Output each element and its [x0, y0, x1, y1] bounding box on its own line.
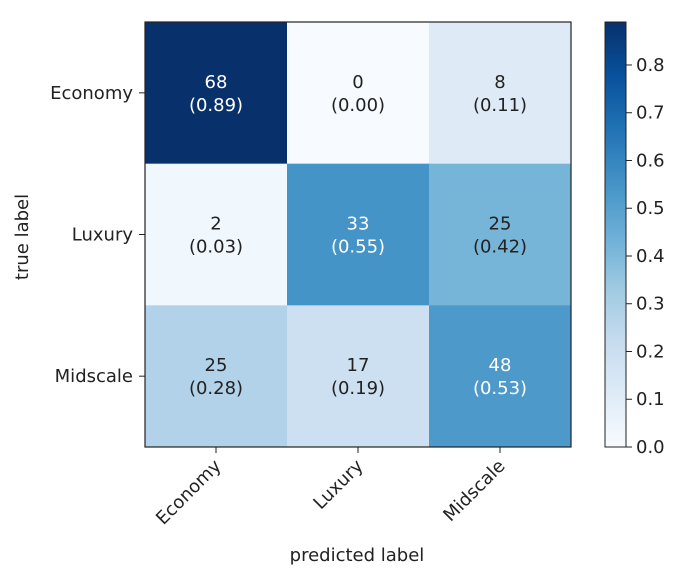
colorbar-tick-label-6: 0.6: [636, 150, 665, 171]
x-tick-label-2: Midscale: [439, 456, 509, 526]
heatmap-cell-r1-c1: [287, 163, 430, 306]
colorbar-tick-label-0: 0.0: [636, 437, 665, 458]
cell-proportion-r0-c0: (0.89): [189, 95, 243, 116]
colorbar-gradient: [604, 21, 627, 448]
heatmap-cell-r2-c2: [429, 305, 572, 448]
heatmap-cell-r2-c1: [287, 305, 430, 448]
cell-proportion-r1-c1: (0.55): [331, 237, 385, 258]
y-axis-title: true label: [12, 194, 33, 280]
x-axis: Economy Luxury Midscale: [152, 447, 510, 529]
colorbar-tick-label-2: 0.2: [636, 341, 665, 362]
cell-proportion-r2-c0: (0.28): [189, 378, 243, 399]
colorbar-tick-label-4: 0.4: [636, 246, 665, 267]
cell-count-r1-c1: 33: [347, 214, 370, 235]
cell-proportion-r2-c1: (0.19): [331, 378, 385, 399]
colorbar-ticks: 0.0 0.1 0.2 0.3 0.4 0.5 0.6 0.7 0.8: [626, 55, 665, 458]
cell-count-r0-c2: 8: [494, 72, 505, 93]
colorbar-tick-label-7: 0.7: [636, 103, 665, 124]
colorbar-tick-label-8: 0.8: [636, 55, 665, 76]
cell-count-r2-c0: 25: [205, 355, 228, 376]
heatmap-cell-r0-c2: [429, 22, 572, 165]
cell-count-r0-c0: 68: [205, 72, 228, 93]
heatmap-cell-r0-c1: [287, 22, 430, 165]
x-tick-label-0: Economy: [152, 455, 226, 529]
heatmap-cell-labels: 68(0.89)0(0.00)8(0.11)2(0.03)33(0.55)25(…: [189, 72, 527, 399]
cell-proportion-r0-c1: (0.00): [331, 95, 385, 116]
cell-count-r1-c0: 2: [210, 214, 221, 235]
heatmap-cell-r2-c0: [145, 305, 288, 448]
colorbar-tick-label-1: 0.1: [636, 389, 665, 410]
cell-count-r0-c1: 0: [352, 72, 363, 93]
x-tick-label-1: Luxury: [309, 455, 367, 513]
x-axis-title: predicted label: [290, 545, 425, 566]
cell-proportion-r0-c2: (0.11): [473, 95, 527, 116]
colorbar: 0.0 0.1 0.2 0.3 0.4 0.5 0.6 0.7 0.8: [604, 21, 665, 458]
y-tick-label-1: Luxury: [72, 225, 134, 246]
heatmap-cell-r1-c0: [145, 163, 288, 306]
colorbar-tick-label-3: 0.3: [636, 294, 665, 315]
cell-proportion-r1-c2: (0.42): [473, 237, 527, 258]
cell-count-r2-c1: 17: [347, 355, 370, 376]
cell-count-r1-c2: 25: [489, 214, 512, 235]
heatmap-cells: [145, 22, 572, 448]
y-tick-label-2: Midscale: [55, 366, 133, 387]
cell-count-r2-c2: 48: [489, 355, 512, 376]
cell-proportion-r1-c0: (0.03): [189, 237, 243, 258]
heatmap-cell-r0-c0: [145, 22, 288, 165]
y-tick-label-0: Economy: [50, 83, 133, 104]
colorbar-tick-label-5: 0.5: [636, 198, 665, 219]
heatmap-cell-r1-c2: [429, 163, 572, 306]
cell-proportion-r2-c2: (0.53): [473, 378, 527, 399]
y-axis: Economy Luxury Midscale: [50, 83, 145, 387]
